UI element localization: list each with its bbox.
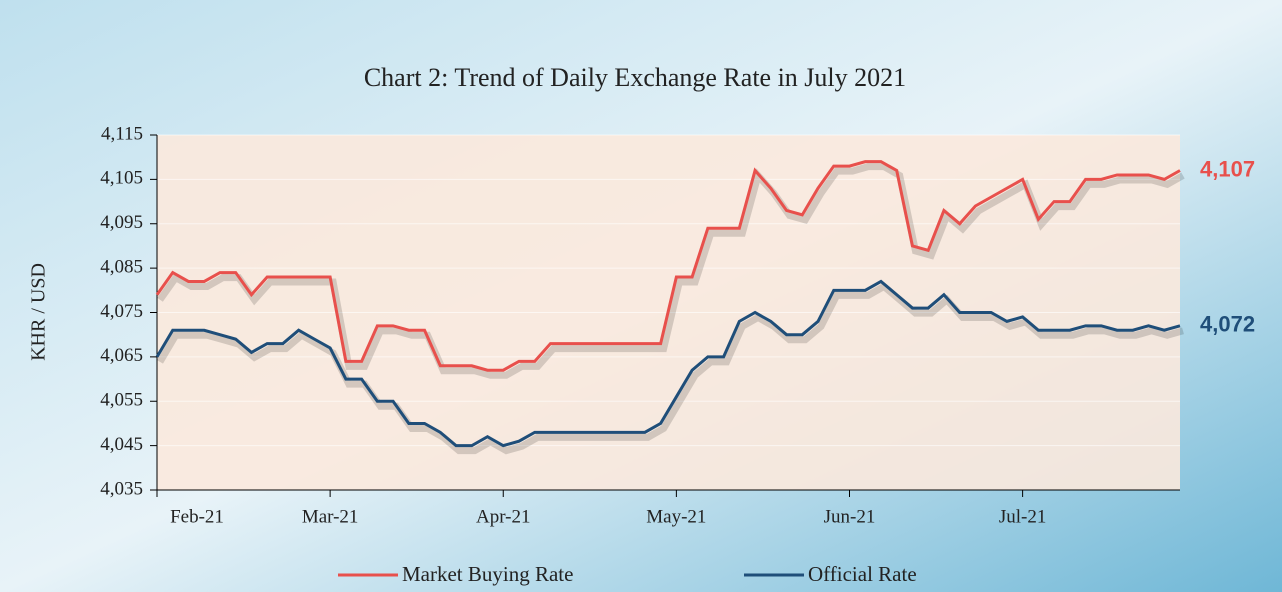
x-tick-label: Jun-21 xyxy=(824,506,876,527)
y-tick-label: 4,075 xyxy=(100,301,143,322)
x-tick-label: Apr-21 xyxy=(476,506,531,527)
x-tick-label: Mar-21 xyxy=(302,506,359,527)
legend-label: Official Rate xyxy=(808,562,917,586)
end-value-label: 4,107 xyxy=(1200,156,1255,181)
y-tick-label: 4,115 xyxy=(101,123,143,144)
x-tick-label: May-21 xyxy=(646,506,706,527)
legend-label: Market Buying Rate xyxy=(402,562,573,586)
y-tick-label: 4,105 xyxy=(100,168,143,189)
y-tick-label: 4,085 xyxy=(100,256,143,277)
series-line xyxy=(155,160,1181,372)
y-tick-label: 4,065 xyxy=(100,345,143,366)
chart-title: Chart 2: Trend of Daily Exchange Rate in… xyxy=(364,63,906,92)
y-axis-label: KHR / USD xyxy=(28,263,50,361)
x-tick-label: Feb-21 xyxy=(170,506,224,527)
x-tick-label: Jul-21 xyxy=(999,506,1047,527)
end-value-label: 4,072 xyxy=(1200,312,1255,337)
series-line xyxy=(155,279,1181,448)
y-tick-label: 4,035 xyxy=(100,478,143,499)
y-tick-label: 4,055 xyxy=(100,390,143,411)
y-tick-label: 4,095 xyxy=(100,212,143,233)
y-tick-label: 4,045 xyxy=(100,434,143,455)
